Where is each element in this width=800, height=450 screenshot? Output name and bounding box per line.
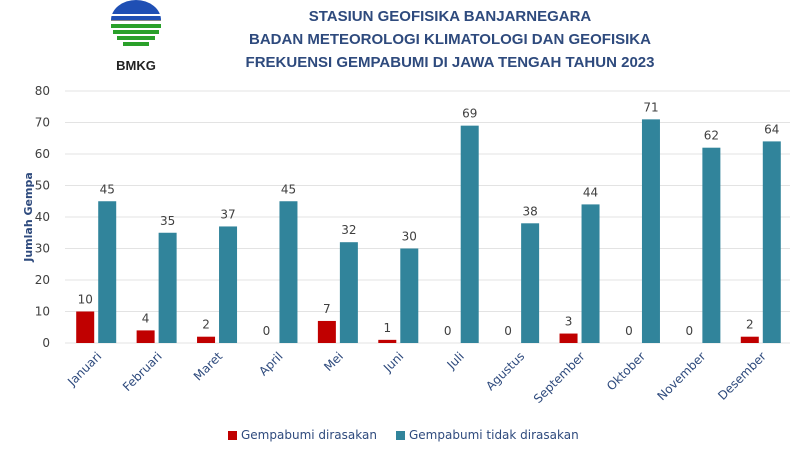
x-tick-label: April (256, 349, 285, 378)
x-tick-label: September (531, 349, 588, 406)
y-tick-label: 40 (35, 210, 50, 224)
data-label: 38 (522, 204, 537, 218)
bar-tidak-dirasakan (762, 141, 781, 343)
legend-label: Gempabumi dirasakan (241, 428, 377, 442)
legend-swatch-teal (396, 430, 405, 440)
legend-swatch-red (228, 430, 237, 440)
data-label: 44 (583, 185, 598, 199)
bar-dirasakan (76, 311, 95, 343)
data-label: 0 (263, 324, 271, 338)
bmkg-logo: BMKG (111, 0, 161, 73)
bar-tidak-dirasakan (219, 226, 238, 343)
bar-tidak-dirasakan (521, 223, 540, 343)
y-tick-label: 50 (35, 179, 50, 193)
y-tick-label: 70 (35, 116, 50, 130)
bar-tidak-dirasakan (641, 119, 660, 343)
data-label: 69 (462, 107, 477, 121)
data-label: 37 (220, 207, 235, 221)
y-tick-label: 0 (42, 336, 50, 350)
x-tick-label: Desember (715, 349, 769, 403)
data-label: 32 (341, 223, 356, 237)
bar-tidak-dirasakan (460, 125, 479, 344)
y-tick-label: 10 (35, 305, 50, 319)
data-label: 0 (444, 324, 452, 338)
bar-tidak-dirasakan (98, 201, 117, 343)
bar-tidak-dirasakan (581, 204, 600, 343)
data-label: 0 (686, 324, 694, 338)
x-tick-label: Februari (120, 349, 165, 394)
title-line-1: STASIUN GEOFISIKA BANJARNEGARA (308, 8, 592, 25)
data-label: 3 (565, 315, 573, 329)
data-label: 7 (323, 302, 331, 316)
bar-dirasakan (197, 336, 216, 343)
bar-dirasakan (559, 333, 578, 343)
data-label: 64 (764, 122, 779, 136)
data-label: 0 (504, 324, 512, 338)
x-tick-label: Mei (321, 349, 346, 374)
bar-tidak-dirasakan (339, 242, 358, 343)
data-label: 30 (402, 230, 417, 244)
x-tick-label: Maret (191, 349, 225, 383)
bar-dirasakan (136, 330, 155, 343)
y-tick-label: 60 (35, 147, 50, 161)
x-tick-label: Juli (444, 349, 467, 372)
x-tick-label: Juni (380, 349, 406, 375)
data-label: 2 (202, 318, 210, 332)
data-label: 71 (643, 100, 658, 114)
y-tick-label: 30 (35, 242, 50, 256)
legend-label: Gempabumi tidak dirasakan (409, 428, 579, 442)
svg-text:BMKG: BMKG (116, 58, 156, 73)
data-label: 0 (625, 324, 633, 338)
data-label: 35 (160, 214, 175, 228)
chart-title: FREKUENSI GEMPABUMI DI JAWA TENGAH TAHUN… (245, 54, 655, 71)
data-label: 2 (746, 318, 754, 332)
data-label: 45 (281, 182, 296, 196)
legend-item-tidak-dirasakan: Gempabumi tidak dirasakan (396, 428, 579, 442)
bar-tidak-dirasakan (279, 201, 298, 343)
title-line-2: BADAN METEOROLOGI KLIMATOLOGI DAN GEOFIS… (249, 31, 651, 48)
data-label: 10 (78, 293, 93, 307)
y-axis-label: Jumlah Gempa (22, 172, 35, 263)
x-tick-label: Oktober (604, 349, 648, 393)
x-tick-label: Januari (64, 349, 104, 389)
bar-tidak-dirasakan (400, 248, 419, 343)
x-tick-label: November (654, 349, 708, 403)
data-label: 1 (383, 321, 391, 335)
bar-tidak-dirasakan (158, 232, 177, 343)
bar-dirasakan (378, 339, 397, 343)
legend-item-dirasakan: Gempabumi dirasakan (228, 428, 377, 442)
x-tick-label: Agustus (483, 349, 527, 393)
data-label: 62 (704, 129, 719, 143)
data-label: 45 (100, 182, 115, 196)
bar-dirasakan (317, 320, 336, 343)
bar-dirasakan (740, 336, 759, 343)
y-tick-label: 20 (35, 273, 50, 287)
y-tick-label: 80 (35, 84, 50, 98)
data-label: 4 (142, 311, 150, 325)
bar-tidak-dirasakan (702, 147, 721, 343)
